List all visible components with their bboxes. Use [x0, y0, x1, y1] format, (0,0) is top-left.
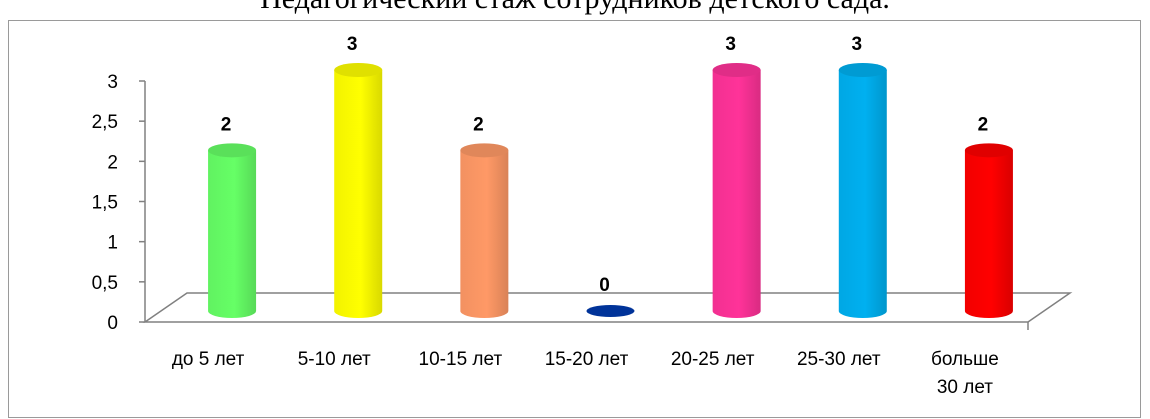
x-tick-label: 10-15 лет [419, 349, 503, 370]
data-label: 3 [851, 34, 862, 55]
bar-body [712, 70, 761, 318]
x-tick-label: 20-25 лет [671, 349, 755, 370]
y-tick-label: 3 [107, 72, 118, 93]
y-tick-label: 0,5 [92, 273, 118, 294]
x-tick-line: больше [931, 349, 999, 370]
bar-body [334, 70, 383, 318]
bar [838, 63, 887, 318]
x-tick-line: 20-25 лет [671, 349, 755, 370]
y-tick-label: 2,5 [92, 112, 118, 133]
x-tick-line: до 5 лет [172, 349, 245, 370]
data-label: 0 [599, 275, 610, 296]
data-label: 2 [978, 114, 989, 135]
data-label: 2 [473, 114, 484, 135]
bar-body [460, 150, 509, 318]
bar-top [838, 63, 887, 77]
y-axis-ticks: 0 0,5 1 1,5 2 2,5 3 [92, 72, 145, 334]
y-tick-label: 0 [107, 313, 118, 334]
y-tick-label: 1 [107, 233, 118, 254]
chart-floor [142, 292, 1073, 323]
bar-body [208, 150, 257, 318]
x-tick-label: больше 30 лет [931, 349, 999, 398]
x-tick-label: 25-30 лет [797, 349, 881, 370]
bar [208, 143, 257, 318]
y-tick-label: 1,5 [92, 193, 118, 214]
data-labels: 2 3 2 0 3 3 2 [221, 34, 988, 296]
x-tick-label: 15-20 лет [545, 349, 629, 370]
bars-group [208, 63, 1013, 318]
x-tick-label: до 5 лет [172, 349, 245, 370]
bar [586, 305, 635, 317]
x-axis-ticks: до 5 лет 5-10 лет 10-15 лет 15-20 лет 20-25 … [172, 349, 999, 398]
x-tick-line: 15-20 лет [545, 349, 629, 370]
bar [460, 143, 509, 318]
data-label: 2 [221, 114, 232, 135]
chart-title: Педагогический стаж сотрудников детского… [0, 0, 1150, 16]
bar-body [964, 150, 1013, 318]
y-tick-label: 2 [107, 152, 118, 173]
chart-frame [8, 20, 1141, 418]
bar-top [586, 305, 635, 317]
bar-top [208, 143, 257, 158]
data-label: 3 [347, 34, 358, 55]
bar-top [334, 63, 383, 77]
x-tick-line: 30 лет [937, 377, 993, 398]
x-tick-line: 10-15 лет [419, 349, 503, 370]
bar-top [460, 143, 509, 158]
bar [964, 143, 1013, 318]
bar [334, 63, 383, 318]
data-label: 3 [725, 34, 736, 55]
x-tick-line: 5-10 лет [298, 349, 371, 370]
bar-top [712, 63, 761, 77]
x-tick-label: 5-10 лет [298, 349, 371, 370]
bar [712, 63, 761, 318]
bar-body [838, 70, 887, 318]
x-tick-line: 25-30 лет [797, 349, 881, 370]
bar-top [964, 143, 1013, 158]
